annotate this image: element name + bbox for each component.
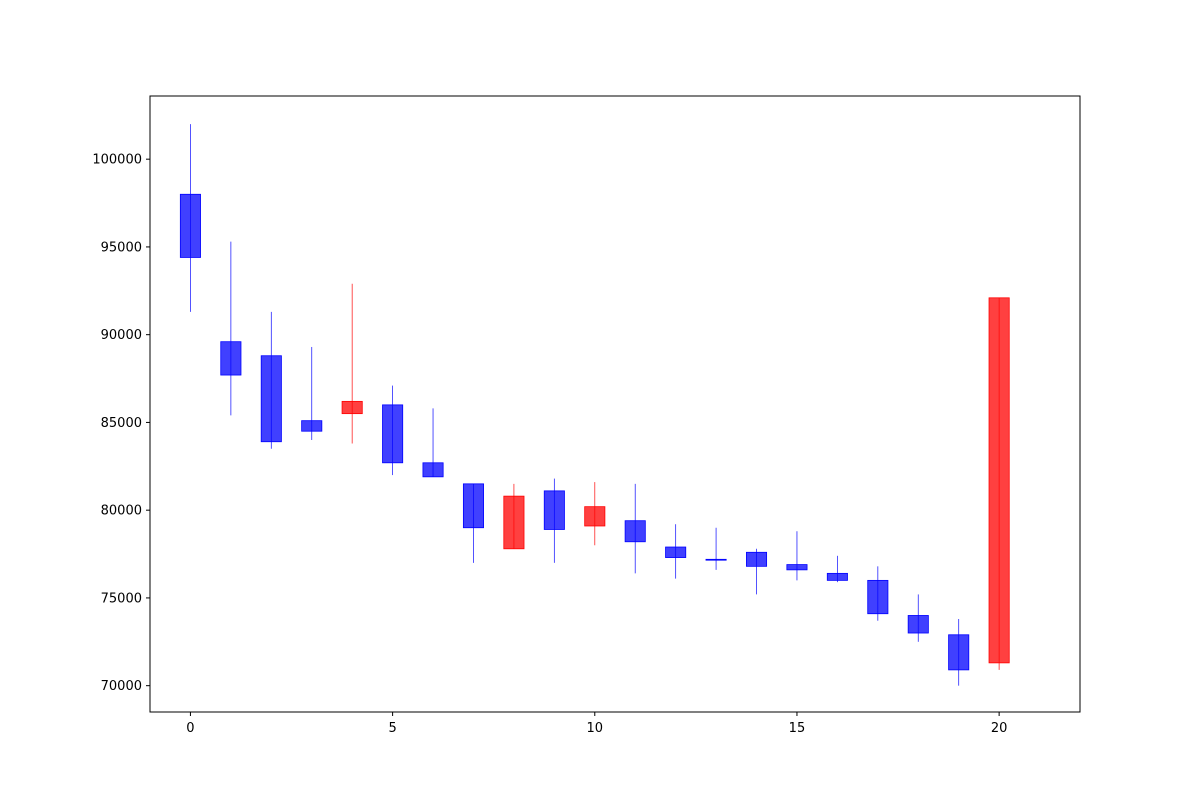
y-axis: 70000 75000 80000 85000 90000 95000 100000: [92, 153, 150, 694]
axes-frame: [149, 95, 1081, 713]
candle-body: [867, 579, 889, 615]
candle-body: [988, 297, 1010, 664]
candle-body: [503, 495, 525, 550]
candle-body: [462, 483, 484, 529]
x-tick-label: 0: [186, 721, 194, 736]
y-tick-label: 100000: [92, 153, 142, 168]
candles-layer: [179, 124, 1010, 686]
y-tick-label: 95000: [101, 240, 142, 255]
y-tick-label: 80000: [101, 504, 142, 519]
x-tick-label: 5: [388, 721, 396, 736]
candle-body: [543, 490, 565, 530]
candle-body: [301, 420, 323, 432]
candle-body: [260, 355, 282, 443]
candle-body: [705, 558, 727, 561]
y-tick-label: 70000: [101, 679, 142, 694]
candle-body: [624, 520, 646, 543]
candle-body: [422, 462, 444, 478]
x-tick-label: 15: [789, 721, 806, 736]
candle-body: [220, 341, 242, 376]
candle-body: [907, 615, 929, 634]
y-tick-label: 75000: [101, 591, 142, 606]
y-tick-label: 90000: [101, 328, 142, 343]
candle-body: [665, 546, 687, 558]
candle-body: [746, 551, 768, 567]
y-tick-label: 85000: [101, 416, 142, 431]
x-tick-label: 20: [991, 721, 1008, 736]
candle-body: [948, 634, 970, 671]
candle-body: [341, 400, 363, 415]
candle-body: [382, 404, 404, 464]
candle-body: [584, 506, 606, 527]
candle-body: [179, 193, 201, 258]
candle-body: [786, 564, 808, 571]
candle-body: [826, 572, 848, 581]
x-axis: 0 5 10 15 20: [186, 712, 1007, 736]
x-tick-label: 10: [587, 721, 604, 736]
plot-area: [149, 95, 1081, 713]
